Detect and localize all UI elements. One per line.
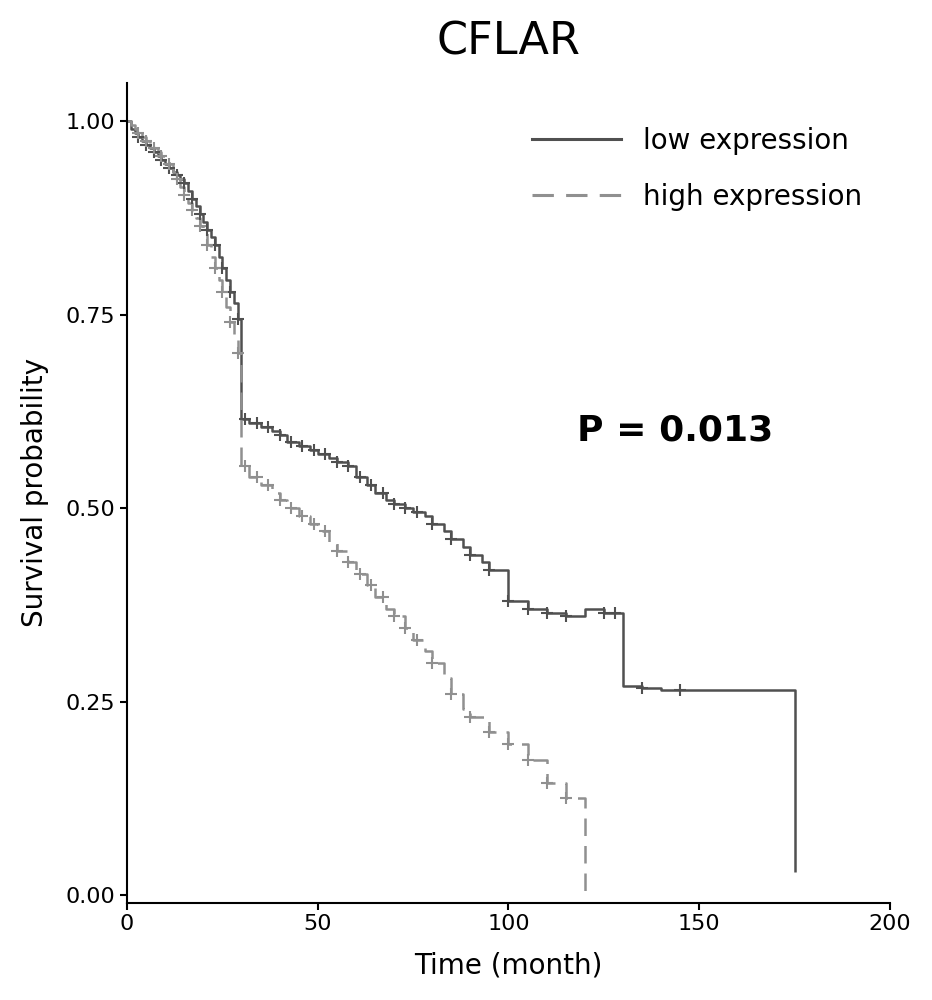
Y-axis label: Survival probability: Survival probability: [21, 358, 48, 627]
Text: P = 0.013: P = 0.013: [577, 414, 774, 448]
X-axis label: Time (month): Time (month): [414, 951, 603, 979]
Title: CFLAR: CFLAR: [436, 21, 581, 64]
Legend: low expression, high expression: low expression, high expression: [518, 113, 876, 224]
